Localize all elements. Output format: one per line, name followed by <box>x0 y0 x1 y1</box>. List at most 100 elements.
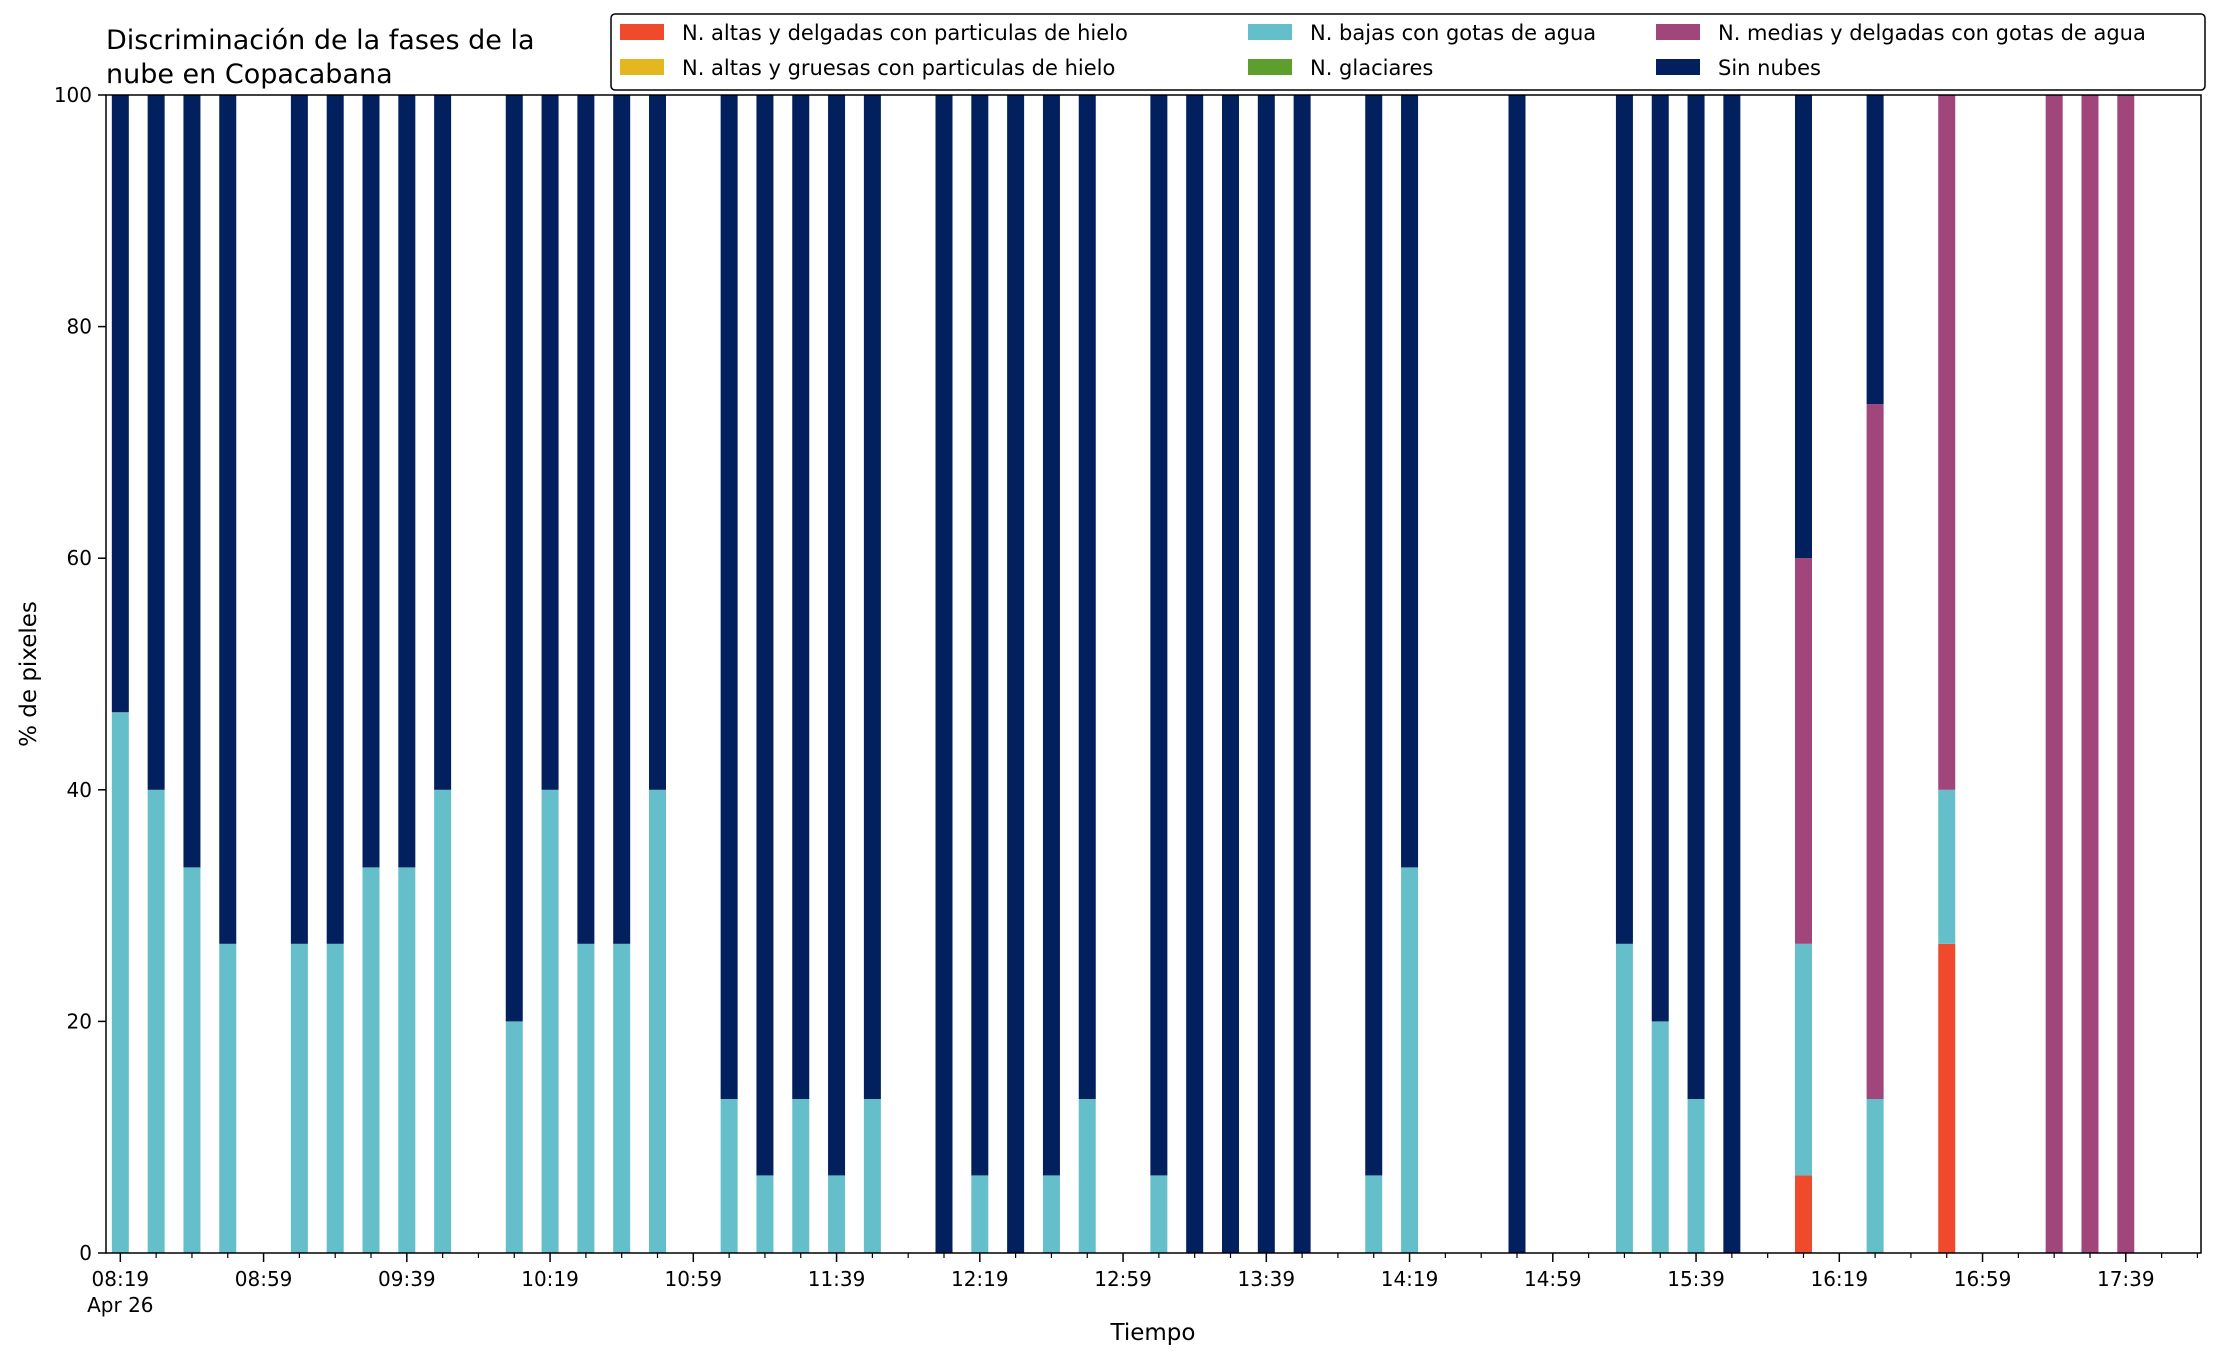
bar-segment <box>792 1098 810 1253</box>
x-tick-label: 17:39 <box>2097 1267 2155 1291</box>
chart-title-line-2: nube en Copacabana <box>106 59 393 90</box>
bar-segment <box>1794 558 1812 944</box>
x-tick-label: 09:39 <box>378 1267 436 1291</box>
bar-segment <box>863 95 881 1099</box>
x-axis: 08:19 08:59 09:39 10:19 10:59 11:39 12:19 12:59… <box>87 1253 2199 1317</box>
legend-entry-label: N. altas y delgadas con particulas de hi… <box>682 21 1128 45</box>
x-tick-label: 08:59 <box>235 1267 293 1291</box>
bar-segment <box>147 95 165 790</box>
legend-entry-label: N. bajas con gotas de agua <box>1310 21 1596 45</box>
bar-segment <box>1042 1175 1060 1253</box>
bar-segment <box>2117 95 2135 1253</box>
bar-segment <box>1938 943 1956 1253</box>
legend-entry-label: Sin nubes <box>1718 56 1821 80</box>
bar-segment <box>1794 95 1812 559</box>
bar-segment <box>971 95 989 1176</box>
bar-segment <box>935 95 953 1253</box>
x-tick-label: 14:19 <box>1381 1267 1439 1291</box>
bar-segment <box>1866 1098 1884 1253</box>
x-tick-label: 10:59 <box>664 1267 722 1291</box>
bar-segment <box>111 95 129 713</box>
legend-entry-label: N. medias y delgadas con gotas de agua <box>1718 21 2146 45</box>
bar-segment <box>1078 95 1096 1099</box>
bar-segment <box>720 1098 738 1253</box>
bar-segment <box>1401 867 1419 1253</box>
bar-segment <box>219 943 237 1253</box>
bar-segment <box>1401 95 1419 868</box>
x-tick-label: 16:59 <box>1954 1267 2012 1291</box>
legend-swatch <box>1656 24 1700 40</box>
bar-segment <box>613 95 631 944</box>
bar-segment <box>828 1175 846 1253</box>
bar-segment <box>290 95 308 944</box>
x-tick-label: 10:19 <box>521 1267 579 1291</box>
legend-swatch <box>1248 24 1292 40</box>
bar-segment <box>649 789 666 1253</box>
legend-entry-label: N. altas y gruesas con particulas de hie… <box>682 56 1115 80</box>
y-axis: 0 20 40 60 80 100 <box>54 83 106 1265</box>
bar-segment <box>1651 1021 1669 1253</box>
bar-segment <box>1866 404 1884 1099</box>
bar-segment <box>1615 943 1633 1253</box>
bar-segment <box>720 95 738 1099</box>
bar-segment <box>971 1175 989 1253</box>
bar-segment <box>1293 95 1311 1253</box>
legend: N. altas y delgadas con particulas de hi… <box>610 13 2206 91</box>
bar-segment <box>828 95 846 1176</box>
legend-swatch <box>620 59 664 75</box>
bar-segment <box>1651 95 1669 1022</box>
y-tick-label: 60 <box>67 546 92 570</box>
bar-segment <box>577 95 595 944</box>
bar-segment <box>2081 95 2099 1253</box>
bar-segment <box>1365 1175 1383 1253</box>
bar-segment <box>1222 95 1239 1253</box>
legend-entry-label: N. glaciares <box>1310 56 1433 80</box>
bar-segment <box>1687 1098 1705 1253</box>
legend-swatch <box>1656 59 1700 75</box>
bar-segment <box>756 1175 774 1253</box>
x-tick-label: 12:19 <box>951 1267 1009 1291</box>
bar-segment <box>541 95 559 790</box>
bar-segment <box>1150 1175 1168 1253</box>
bar-segment <box>1938 95 1956 790</box>
bar-series-group <box>111 95 2135 1253</box>
bar-segment <box>398 867 416 1253</box>
bar-segment <box>577 943 595 1253</box>
bar-segment <box>183 867 201 1253</box>
y-tick-label: 40 <box>67 778 92 802</box>
bar-segment <box>649 95 666 790</box>
bar-segment <box>290 943 308 1253</box>
bar-segment <box>505 95 523 1022</box>
x-tick-label: 13:39 <box>1237 1267 1295 1291</box>
bar-segment <box>362 95 380 868</box>
bar-segment <box>541 789 559 1253</box>
legend-swatch <box>620 24 664 40</box>
bar-segment <box>362 867 380 1253</box>
y-axis-label: % de pixeles <box>16 601 42 747</box>
bar-segment <box>1938 789 1956 944</box>
x-axis-label: Tiempo <box>1110 1320 1196 1346</box>
bar-segment <box>1794 943 1812 1176</box>
bar-segment <box>505 1021 523 1253</box>
bar-segment <box>1365 95 1383 1176</box>
x-date-label: Apr 26 <box>87 1293 153 1317</box>
y-tick-label: 100 <box>54 83 92 107</box>
y-tick-label: 20 <box>67 1009 92 1033</box>
bar-segment <box>863 1098 881 1253</box>
bar-segment <box>434 789 452 1253</box>
bar-segment <box>1078 1098 1096 1253</box>
plot-frame <box>105 94 2202 1254</box>
bar-segment <box>326 943 344 1253</box>
bar-segment <box>1150 95 1168 1176</box>
x-tick-label: 16:19 <box>1810 1267 1868 1291</box>
bar-segment <box>1508 95 1526 1253</box>
bar-segment <box>183 95 201 868</box>
legend-swatch <box>1248 59 1292 75</box>
bar-segment <box>1257 95 1275 1253</box>
x-tick-label: 14:59 <box>1524 1267 1582 1291</box>
bar-segment <box>326 95 344 944</box>
bar-segment <box>1042 95 1060 1176</box>
bar-segment <box>613 943 631 1253</box>
bar-segment <box>1007 95 1025 1253</box>
x-tick-label: 15:39 <box>1667 1267 1725 1291</box>
